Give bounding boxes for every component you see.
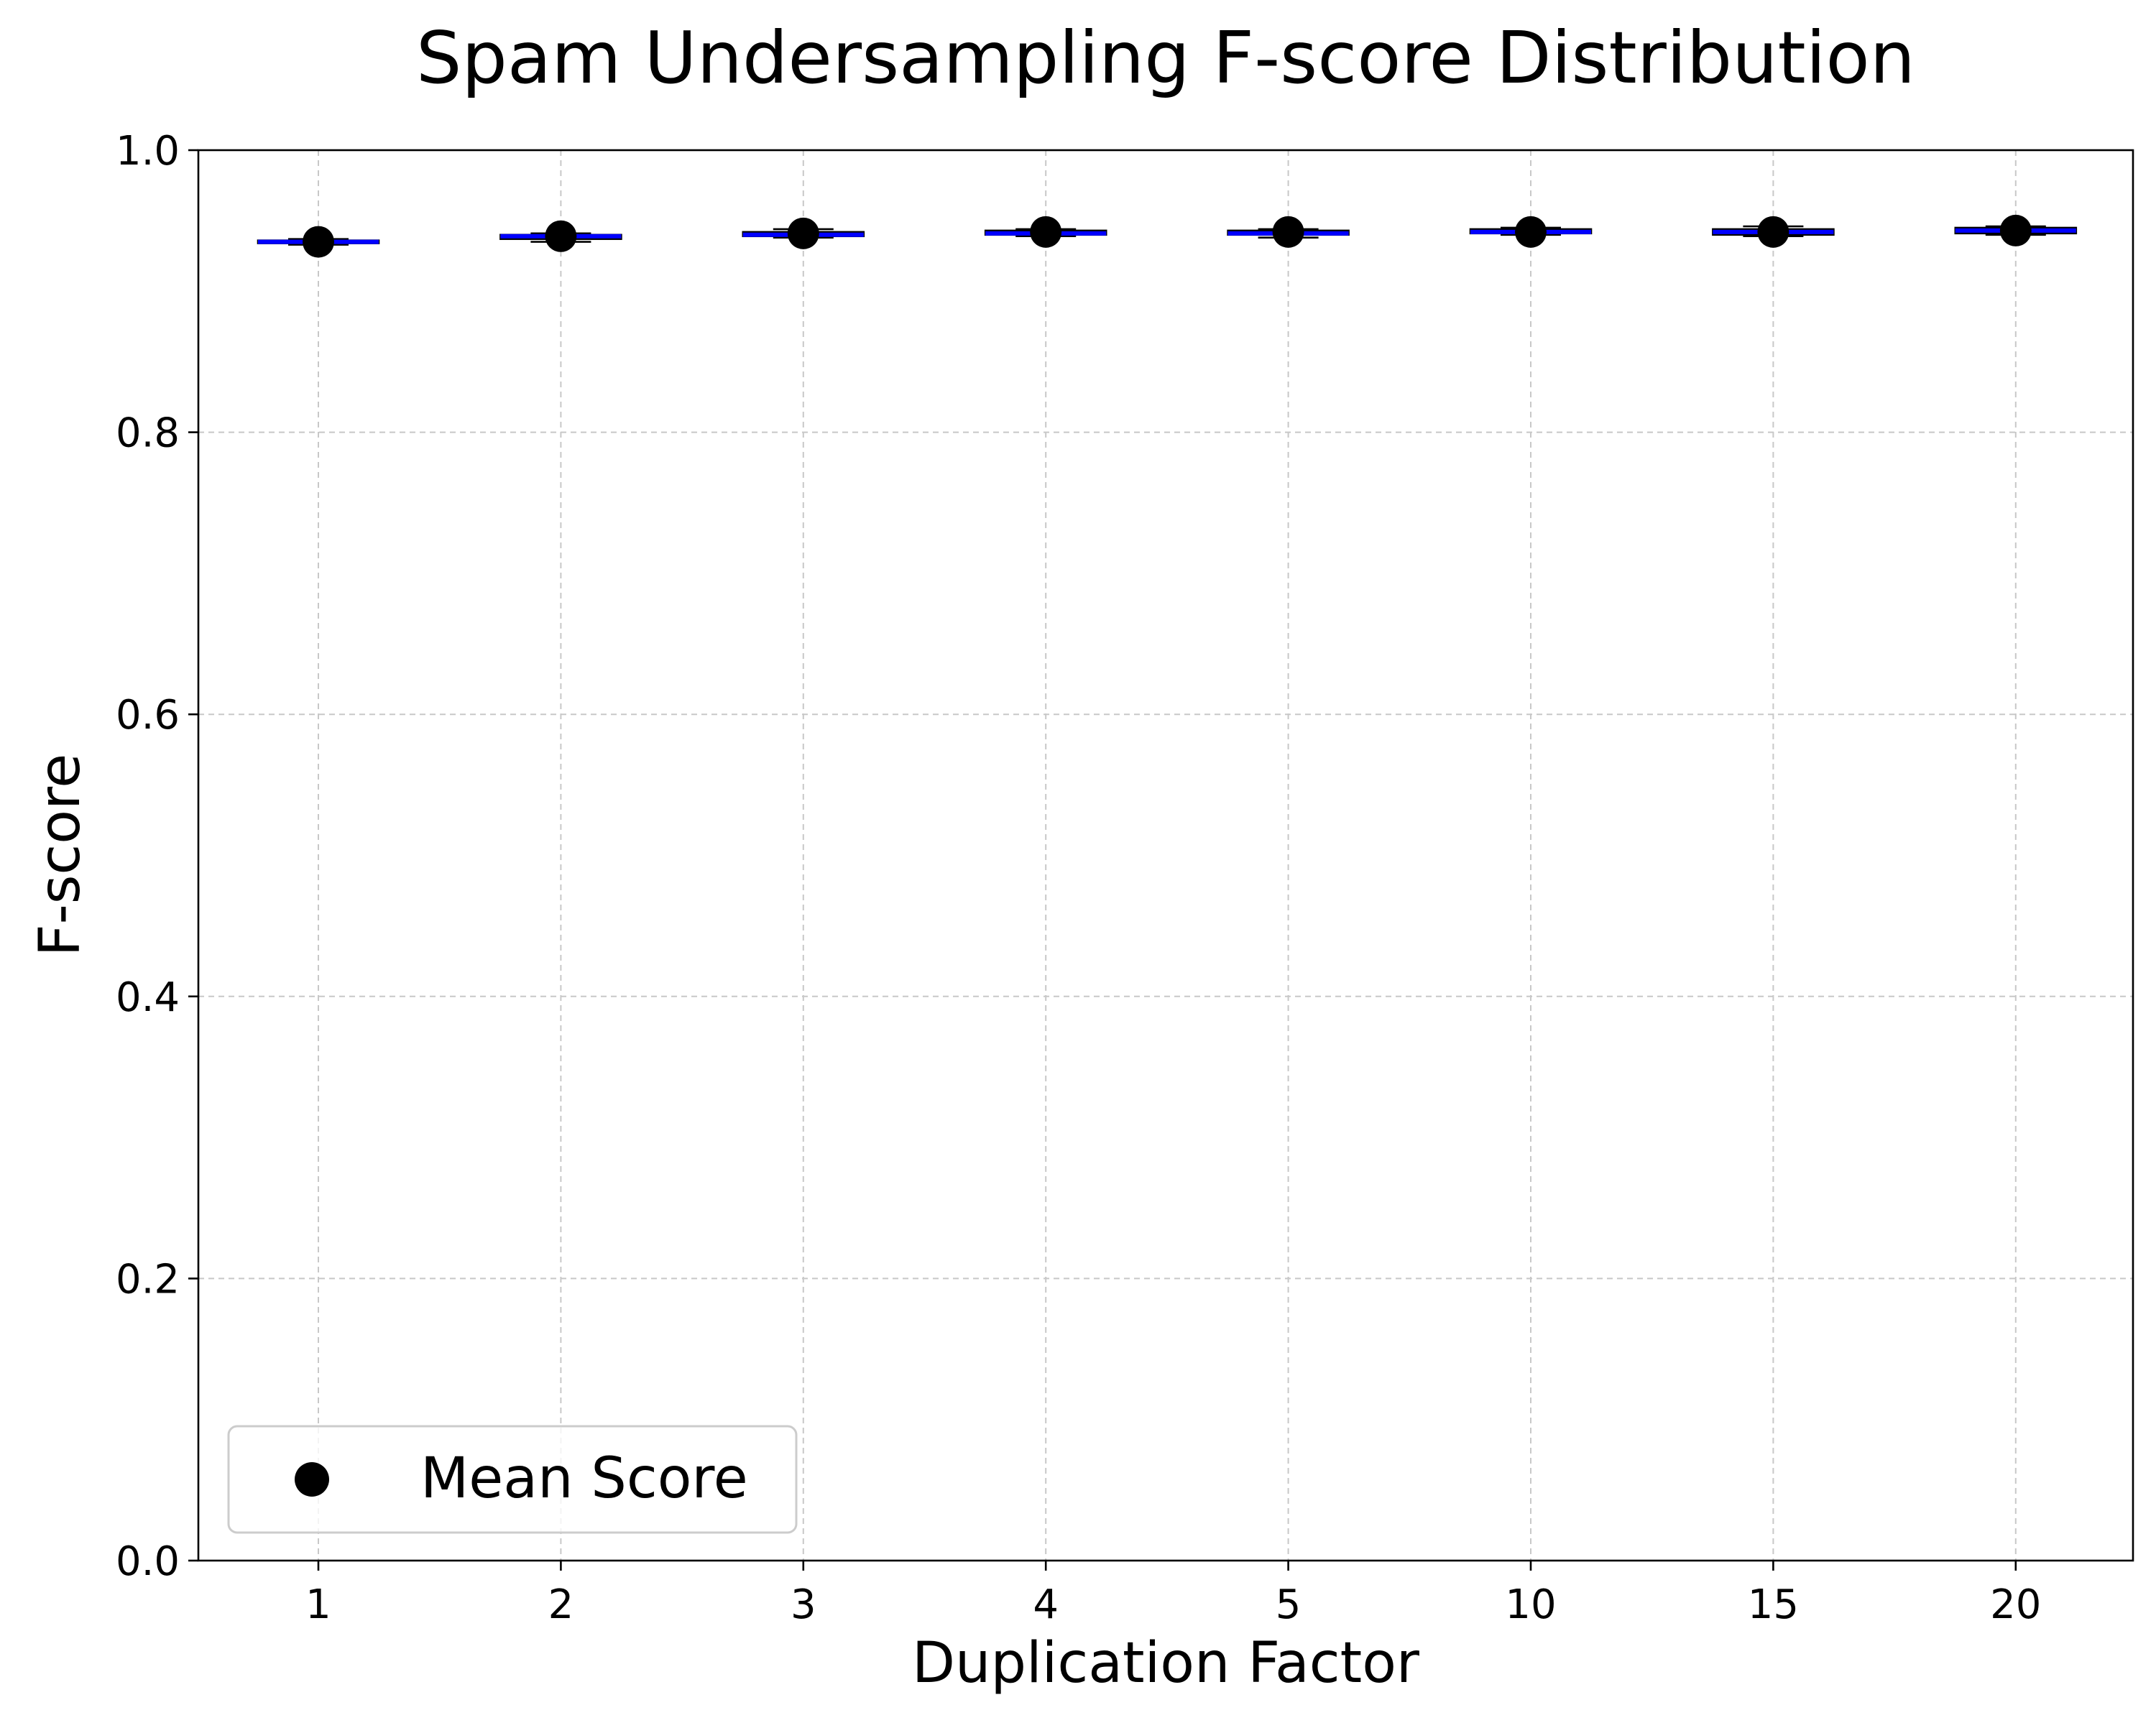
mean-point [1030, 216, 1062, 248]
legend-mean-marker [295, 1462, 329, 1497]
mean-point [1272, 216, 1304, 248]
x-tick-label: 10 [1505, 1581, 1556, 1628]
x-tick-label: 2 [548, 1581, 574, 1628]
legend-mean-label: Mean Score [420, 1446, 748, 1511]
axis-ticks: 0.0 0.2 0.4 0.6 0.8 1.0 1 2 3 4 5 10 15 20 [116, 128, 2041, 1628]
y-tick-label: 0.8 [116, 410, 180, 457]
box-1 [257, 226, 380, 258]
x-tick-label: 4 [1033, 1581, 1059, 1628]
box-2 [499, 220, 622, 252]
mean-point [1515, 216, 1547, 248]
mean-point [1757, 216, 1789, 248]
y-tick-label: 0.6 [116, 692, 180, 739]
x-axis-label: Duplication Factor [912, 1631, 1420, 1696]
box-10 [1469, 216, 1593, 248]
plot-area-frame [197, 149, 2134, 1562]
y-tick-label: 0.0 [116, 1538, 180, 1585]
mean-point [303, 226, 334, 258]
y-axis-label: F-score [28, 754, 93, 957]
x-tick-label: 20 [1990, 1581, 2041, 1628]
x-tick-label: 3 [791, 1581, 816, 1628]
mean-point [1999, 214, 2032, 246]
y-tick-label: 0.4 [116, 974, 180, 1021]
box-5 [1227, 216, 1350, 248]
chart-title: Spam Undersampling F-score Distribution [416, 16, 1915, 100]
box-3 [742, 217, 865, 249]
y-tick-label: 0.2 [116, 1256, 180, 1303]
box-20 [1954, 214, 2078, 246]
x-tick-label: 5 [1276, 1581, 1302, 1628]
x-tick-label: 15 [1748, 1581, 1799, 1628]
box-15 [1712, 216, 1835, 248]
mean-point [787, 217, 819, 249]
legend-frame [227, 1425, 798, 1534]
legend: Mean Score [227, 1425, 798, 1534]
box-series [257, 214, 2078, 258]
mean-point [545, 220, 577, 252]
grid-lines [198, 150, 2133, 1561]
x-tick-label: 1 [305, 1581, 331, 1628]
y-tick-label: 1.0 [116, 128, 180, 175]
box-4 [984, 216, 1107, 248]
